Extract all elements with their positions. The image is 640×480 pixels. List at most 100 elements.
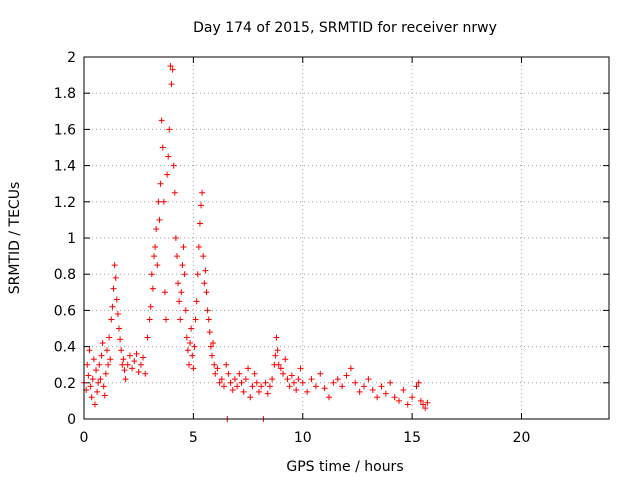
data-point <box>236 370 243 377</box>
data-point <box>166 126 173 133</box>
y-tick-label: 0.8 <box>54 267 76 283</box>
data-point <box>111 262 118 269</box>
data-point <box>352 379 359 386</box>
data-point <box>343 372 350 379</box>
chart-title: Day 174 of 2015, SRMTID for receiver nrw… <box>193 20 497 36</box>
data-point <box>297 365 304 372</box>
data-point <box>275 361 282 368</box>
data-point <box>194 271 201 278</box>
y-axis-label: SRMTID / TECUs <box>7 182 23 295</box>
y-tick-label: 2 <box>67 50 76 66</box>
data-point <box>177 316 184 323</box>
data-point <box>208 352 215 359</box>
data-point <box>210 339 217 346</box>
data-point <box>413 383 420 390</box>
data-point <box>369 387 376 394</box>
data-point <box>173 253 180 260</box>
data-point <box>420 401 427 408</box>
data-point <box>93 367 100 374</box>
data-point <box>201 280 208 287</box>
data-point <box>356 388 363 395</box>
data-point <box>378 383 385 390</box>
y-tick-label: 1.6 <box>54 122 76 138</box>
data-point <box>191 343 198 350</box>
data-point <box>181 271 188 278</box>
data-point <box>284 376 291 383</box>
data-point <box>211 361 218 368</box>
data-point <box>238 379 245 386</box>
data-point <box>387 379 394 386</box>
x-tick-label: 0 <box>80 430 89 446</box>
data-point <box>188 325 195 332</box>
data-point <box>165 153 172 160</box>
data-point <box>396 397 402 404</box>
data-point <box>308 376 315 383</box>
data-point <box>291 379 297 386</box>
data-point <box>112 274 119 281</box>
data-point <box>189 352 196 359</box>
data-point <box>114 311 121 318</box>
data-point <box>108 316 115 323</box>
data-point <box>160 198 167 205</box>
data-point <box>207 343 214 350</box>
data-point <box>175 280 182 287</box>
x-axis-label: GPS time / hours <box>286 459 403 475</box>
data-point <box>168 81 175 88</box>
data-point <box>347 365 354 372</box>
data-point <box>365 376 372 383</box>
data-point <box>126 352 133 359</box>
data-point <box>154 262 161 269</box>
data-point <box>304 388 311 395</box>
axis-ticks: 00.20.40.60.811.21.41.61.820 5 10 15 20 <box>54 50 609 446</box>
data-point <box>415 379 422 386</box>
data-point <box>240 388 247 395</box>
data-point <box>98 352 105 359</box>
data-point <box>113 296 120 303</box>
x-tick-label: 10 <box>294 430 312 446</box>
data-point <box>274 347 281 354</box>
data-point <box>192 316 199 323</box>
data-point <box>245 365 252 372</box>
data-point <box>264 390 271 397</box>
data-point <box>84 361 91 368</box>
data-point <box>118 347 125 354</box>
data-point <box>266 383 273 390</box>
data-point <box>103 347 110 354</box>
data-point <box>326 394 332 401</box>
data-point <box>193 298 200 305</box>
data-point <box>404 401 411 408</box>
data-point <box>133 350 140 357</box>
data-point <box>269 376 276 383</box>
data-point <box>169 66 176 73</box>
y-tick-label: 1 <box>67 231 76 247</box>
data-point <box>334 376 341 383</box>
data-point <box>253 379 260 386</box>
data-point <box>96 361 103 368</box>
data-point <box>204 307 211 314</box>
data-point <box>172 235 179 241</box>
data-point <box>94 388 101 395</box>
data-point <box>218 376 225 383</box>
data-point <box>109 303 116 310</box>
data-point <box>129 365 136 372</box>
data-point <box>330 379 337 386</box>
data-point <box>203 289 210 296</box>
data-point <box>86 347 93 354</box>
data-point <box>262 379 269 386</box>
data-point <box>198 202 205 209</box>
data-point <box>417 397 424 404</box>
data-point <box>122 376 129 383</box>
data-point <box>277 365 284 372</box>
data-point <box>89 376 96 383</box>
data-point <box>101 392 108 399</box>
data-point <box>247 394 254 401</box>
data-point <box>151 253 157 260</box>
data-point <box>312 383 319 390</box>
data-point <box>180 244 187 251</box>
data-point <box>155 198 162 205</box>
data-point <box>280 370 287 377</box>
y-tick-label: 1.2 <box>54 195 76 211</box>
data-point <box>170 162 177 169</box>
data-point <box>164 171 171 178</box>
